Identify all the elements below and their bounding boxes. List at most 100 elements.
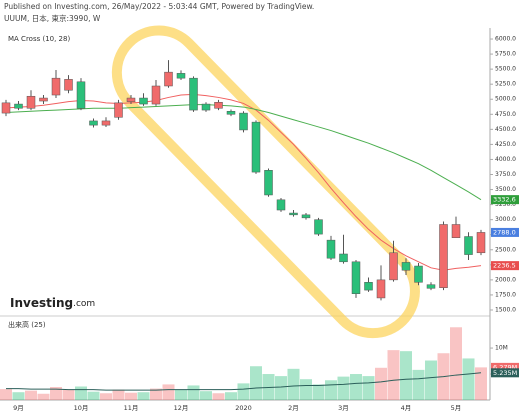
published-note: Published on Investing.com, 26/May/2022 … [4, 2, 314, 11]
volume-bar [175, 389, 187, 400]
candle-body [76, 81, 86, 109]
logo-name: Investing [10, 296, 73, 310]
y-tick-label: 4750.0 [495, 111, 516, 118]
volume-bar [337, 376, 350, 400]
candle-body [251, 121, 261, 173]
volume-bar [112, 389, 125, 400]
candle-body [51, 77, 61, 96]
volume-bar [87, 391, 100, 400]
y-tick-label: 5500.0 [495, 66, 516, 73]
candle-body [326, 239, 336, 259]
volume-bar [137, 392, 150, 400]
ma-tag-box [491, 261, 519, 271]
volume-ma-tag: 5.235M [493, 369, 517, 377]
x-tick-label: 2020 [235, 404, 252, 412]
volume-bar [312, 384, 325, 400]
logo: Investing.com [10, 296, 95, 310]
x-tick-label: 9月 [13, 404, 24, 412]
volume-bar [475, 367, 487, 400]
logo-domain: .com [73, 299, 95, 309]
y-tick-label: 1750.0 [495, 291, 516, 298]
candle-body [301, 214, 311, 219]
volume-bar [125, 392, 137, 400]
candle-body [426, 284, 436, 289]
y-tick-label: 3750.0 [495, 171, 516, 178]
y-tick-label: 4250.0 [495, 141, 516, 148]
candle-body [89, 120, 98, 126]
volume-bar [350, 374, 362, 400]
price-tag-box [491, 227, 519, 237]
x-tick-label: 12月 [174, 404, 189, 412]
candle-body [139, 97, 148, 105]
volume-tick-label: 10M [495, 345, 508, 352]
candle-body [451, 224, 461, 238]
volume-bar [250, 366, 262, 400]
volume-bar [187, 385, 200, 400]
candle-body [351, 261, 361, 294]
volume-bar [162, 384, 175, 400]
x-tick-label: 3月 [338, 404, 349, 412]
volume-ma-line [6, 372, 482, 391]
candle-body [289, 212, 298, 216]
candle-body [314, 219, 323, 235]
volume-bar [212, 393, 225, 400]
candle-body [264, 170, 273, 196]
y-tick-label: 3500.0 [495, 186, 516, 193]
volume-bar [200, 391, 212, 400]
volume-bar [425, 360, 437, 400]
volume-title: 出来高 (25) [8, 320, 46, 329]
candle-body [176, 73, 186, 79]
ma-title: MA Cross (10, 28) [8, 35, 70, 43]
y-tick-label: 3250.0 [495, 201, 516, 208]
candle-body [189, 77, 198, 111]
volume-bar [50, 387, 62, 400]
volume-bar [412, 369, 425, 400]
x-tick-label: 10月 [74, 404, 89, 412]
volume-bar [0, 389, 12, 400]
candle-body [14, 103, 23, 109]
volume-bar [225, 392, 237, 400]
y-tick-label: 5750.0 [495, 51, 516, 58]
candle-body [339, 253, 348, 263]
y-tick-label: 2500.0 [495, 246, 516, 253]
candle-body [376, 279, 386, 299]
ma-tag-box [491, 195, 519, 205]
volume-bar [387, 350, 400, 400]
candle-body [101, 120, 111, 126]
x-tick-label: 2月 [288, 404, 299, 412]
volume-bar [300, 379, 312, 400]
candle-body [26, 95, 36, 109]
volume-bar [150, 388, 162, 400]
y-tick-label: 4000.0 [495, 156, 516, 163]
candle-body [126, 97, 136, 102]
volume-bar [12, 392, 25, 400]
candle-body [201, 103, 211, 111]
candle-body [464, 236, 473, 255]
ma-line [5, 104, 482, 201]
volume-bar [75, 386, 87, 400]
volume-bar [262, 374, 275, 400]
x-tick-label: 11月 [124, 404, 139, 412]
y-tick-label: 1500.0 [495, 306, 516, 313]
symbol: UUUM, 日本, 東京:3990, W [4, 13, 101, 23]
volume-bar [25, 390, 37, 400]
volume-bar [450, 327, 462, 400]
volume-bar [275, 376, 287, 400]
y-tick-label: 4500.0 [495, 126, 516, 133]
candle-body [476, 232, 486, 254]
candle-body [1, 102, 11, 114]
volume-ma-tag-box [491, 368, 519, 378]
volume-bar [325, 380, 337, 400]
ma-tag: 2236.5 [493, 262, 516, 270]
candle-body [226, 111, 236, 115]
ma-tag: 3332.6 [493, 196, 516, 204]
volume-bar [237, 383, 250, 400]
y-tick-label: 6000.0 [495, 36, 516, 43]
candle-body [364, 282, 373, 291]
candle-body [39, 97, 48, 102]
volume-bar [100, 393, 112, 400]
volume-bar [462, 358, 475, 400]
price-tag: 2788.0 [493, 228, 516, 236]
candle-body [151, 85, 161, 105]
